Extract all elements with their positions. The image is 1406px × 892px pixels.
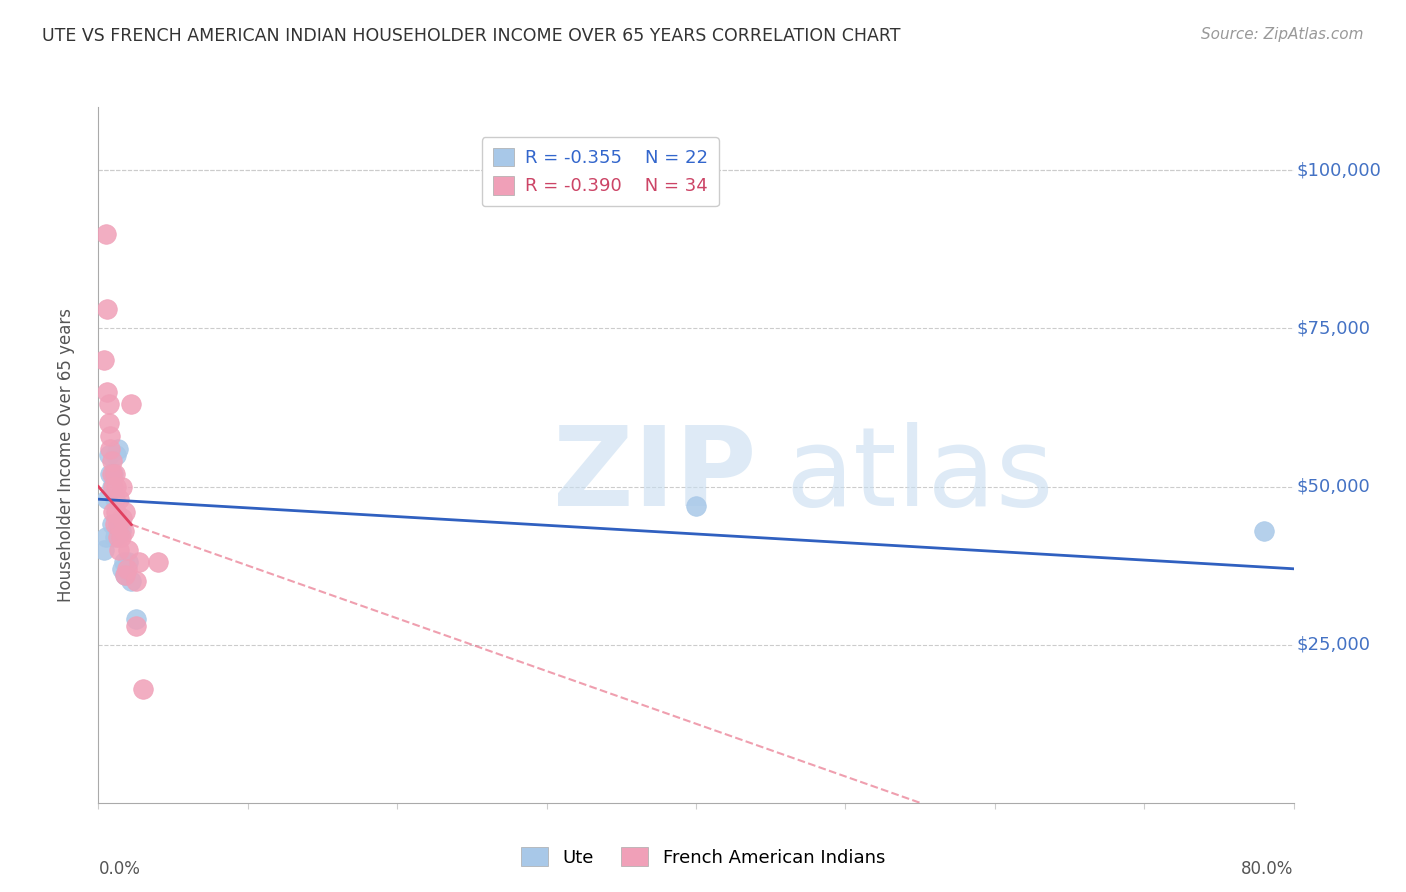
Point	[93, 353, 115, 368]
Point	[103, 467, 125, 481]
Point	[108, 492, 131, 507]
Point	[104, 530, 127, 544]
Point	[97, 417, 120, 431]
Point	[107, 530, 129, 544]
Y-axis label: Householder Income Over 65 years: Householder Income Over 65 years	[56, 308, 75, 602]
Text: UTE VS FRENCH AMERICAN INDIAN HOUSEHOLDER INCOME OVER 65 YEARS CORRELATION CHART: UTE VS FRENCH AMERICAN INDIAN HOUSEHOLDE…	[42, 27, 901, 45]
Point	[104, 467, 127, 481]
Point	[685, 499, 707, 513]
Text: $50,000: $50,000	[1296, 477, 1371, 496]
Text: 80.0%: 80.0%	[1241, 860, 1294, 878]
Point	[101, 454, 124, 468]
Point	[96, 302, 118, 317]
Point	[125, 618, 148, 632]
Point	[132, 681, 155, 696]
Point	[120, 574, 142, 589]
Point	[115, 562, 138, 576]
Legend: R = -0.355    N = 22, R = -0.390    N = 34: R = -0.355 N = 22, R = -0.390 N = 34	[482, 137, 718, 206]
Point	[98, 442, 122, 456]
Text: $100,000: $100,000	[1296, 161, 1381, 179]
Point	[1253, 524, 1275, 538]
Point	[120, 397, 142, 411]
Point	[117, 556, 139, 570]
Point	[101, 479, 124, 493]
Point	[125, 612, 148, 626]
Point	[96, 492, 118, 507]
Point	[105, 479, 128, 493]
Point	[110, 530, 132, 544]
Point	[103, 505, 125, 519]
Point	[117, 542, 139, 557]
Text: ZIP: ZIP	[553, 422, 756, 529]
Point	[103, 479, 125, 493]
Point	[107, 517, 129, 532]
Point	[108, 542, 131, 557]
Point	[97, 397, 120, 411]
Point	[104, 517, 127, 532]
Text: $75,000: $75,000	[1296, 319, 1371, 337]
Point	[128, 556, 150, 570]
Point	[98, 429, 122, 443]
Point	[96, 384, 118, 399]
Point	[105, 505, 128, 519]
Legend: Ute, French American Indians: Ute, French American Indians	[513, 840, 893, 874]
Point	[108, 517, 131, 532]
Point	[111, 479, 134, 493]
Point	[105, 448, 128, 462]
Text: $25,000: $25,000	[1296, 636, 1371, 654]
Text: Source: ZipAtlas.com: Source: ZipAtlas.com	[1201, 27, 1364, 42]
Point	[114, 568, 136, 582]
Point	[112, 524, 135, 538]
Point	[110, 524, 132, 538]
Text: atlas: atlas	[786, 422, 1054, 529]
Point	[148, 556, 170, 570]
Point	[111, 511, 134, 525]
Point	[98, 467, 122, 481]
Point	[114, 505, 136, 519]
Text: 0.0%: 0.0%	[98, 860, 141, 878]
Point	[101, 467, 124, 481]
Point	[112, 556, 135, 570]
Point	[94, 530, 117, 544]
Point	[94, 227, 117, 241]
Point	[101, 517, 124, 532]
Point	[107, 442, 129, 456]
Point	[125, 574, 148, 589]
Point	[97, 448, 120, 462]
Point	[93, 542, 115, 557]
Point	[104, 492, 127, 507]
Point	[114, 568, 136, 582]
Point	[111, 562, 134, 576]
